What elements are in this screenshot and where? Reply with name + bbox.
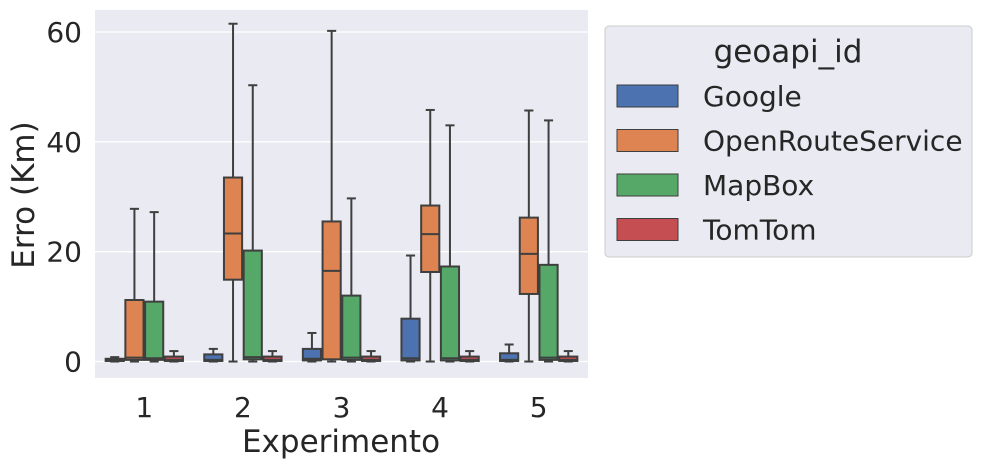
box-body — [321, 220, 342, 361]
x-tick-label: 2 — [234, 391, 252, 424]
box-google-4 — [400, 254, 421, 363]
box-body — [499, 352, 520, 362]
box-google-5 — [499, 343, 520, 363]
y-tick-labels: 0 20 40 60 — [46, 16, 82, 379]
box-mapbox-4 — [439, 124, 461, 363]
x-tick-label: 3 — [333, 391, 351, 424]
box-tomtom-3 — [361, 350, 382, 363]
y-tick-label: 40 — [46, 126, 82, 159]
box-tomtom-1 — [163, 350, 184, 363]
box-body — [124, 299, 145, 361]
box-body — [203, 353, 224, 362]
box-body — [301, 347, 322, 362]
box-body — [361, 355, 382, 362]
box-mapbox-5 — [538, 119, 559, 363]
box-google-1 — [104, 356, 125, 363]
box-openrouteservice-1 — [124, 207, 145, 363]
box-tomtom-4 — [459, 350, 480, 363]
box-mapbox-1 — [144, 211, 165, 363]
box-body — [144, 300, 165, 361]
box-google-3 — [301, 331, 322, 363]
box-body — [459, 355, 480, 362]
legend-swatch-mapbox — [616, 173, 679, 197]
box-body — [420, 204, 441, 273]
box-openrouteservice-5 — [518, 109, 539, 363]
box-body — [242, 249, 263, 361]
x-axis-title: Experimento — [242, 424, 440, 460]
box-body — [222, 176, 244, 281]
box-openrouteservice-2 — [222, 22, 244, 363]
y-tick-label: 60 — [46, 16, 82, 49]
box-body — [518, 216, 539, 295]
y-tick-label: 20 — [46, 236, 82, 269]
box-body — [400, 317, 421, 362]
legend-swatch-google — [616, 84, 679, 108]
box-series-group — [104, 22, 579, 363]
box-body — [558, 355, 579, 362]
legend-label-mapbox: MapBox — [703, 169, 814, 202]
y-axis-title: Erro (Km) — [6, 121, 42, 268]
legend-frame — [604, 25, 973, 258]
box-body — [262, 355, 283, 362]
box-mapbox-2 — [242, 84, 263, 363]
box-mapbox-3 — [341, 197, 362, 363]
box-tomtom-2 — [262, 350, 283, 363]
legend: geoapi_id Google OpenRouteService MapBox To… — [604, 25, 973, 258]
box-openrouteservice-4 — [420, 108, 441, 363]
x-tick-label: 4 — [431, 391, 449, 424]
box-openrouteservice-3 — [321, 29, 342, 363]
box-google-2 — [203, 347, 224, 363]
x-tick-label: 1 — [135, 391, 153, 424]
box-body — [538, 263, 559, 361]
legend-swatch-tomtom — [616, 218, 679, 241]
box-body — [439, 265, 461, 362]
legend-label-google: Google — [703, 80, 802, 113]
legend-title: geoapi_id — [714, 34, 863, 70]
legend-items: Google OpenRouteService MapBox TomTom — [616, 80, 963, 247]
legend-label-openrouteservice: OpenRouteService — [703, 125, 963, 158]
legend-swatch-openrouteservice — [616, 129, 679, 152]
legend-label-tomtom: TomTom — [702, 214, 817, 247]
x-tick-label: 5 — [530, 391, 548, 424]
box-body — [163, 355, 184, 362]
y-tick-label: 0 — [64, 346, 82, 379]
box-tomtom-5 — [558, 350, 579, 363]
x-tick-labels: 1 2 3 4 5 — [135, 391, 547, 424]
box-body — [341, 294, 362, 361]
